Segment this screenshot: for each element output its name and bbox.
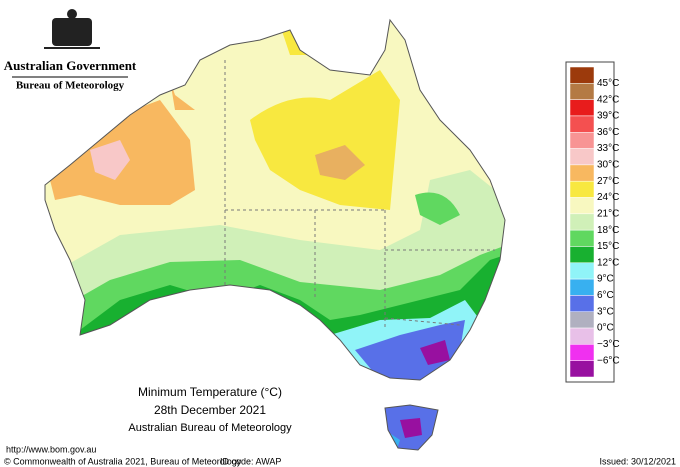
legend-swatch [569,66,595,84]
legend: 45°C 42°C 39°C 36°C 33°C 30°C 27°C 24°C 21°C 18°C… [569,66,620,378]
legend-swatch [569,360,595,378]
legend-label: 30°C [597,160,619,171]
legend-swatch [569,327,595,345]
legend-label: 45°C [597,78,619,89]
legend-swatch [569,344,595,361]
legend-swatch [569,278,595,296]
map-source: Australian Bureau of Meteorology [128,422,292,434]
legend-swatch [569,115,595,133]
legend-label: 42°C [597,94,619,105]
legend-label: 27°C [597,176,619,187]
legend-label: 21°C [597,208,619,219]
legend-swatch [569,164,595,182]
legend-label: 33°C [597,143,619,154]
legend-label: −6°C [597,355,620,366]
footer-issued: Issued: 30/12/2021 [599,456,676,466]
footer-copyright: © Commonwealth of Australia 2021, Bureau… [4,456,242,466]
legend-label: 3°C [597,306,614,317]
tasmania-coast [384,404,439,451]
legend-label: 12°C [597,257,619,268]
gov-name: Australian Government [4,58,137,73]
bureau-name: Bureau of Meteorology [16,80,125,92]
legend-label: 15°C [597,241,619,252]
state-borders [224,60,495,330]
legend-swatch [569,229,595,247]
legend-label: 24°C [597,192,619,203]
legend-label: 9°C [597,274,614,285]
legend-swatch [569,262,595,280]
legend-label: 18°C [597,225,619,236]
legend-label: 6°C [597,290,614,301]
legend-label: −3°C [597,339,620,350]
legend-label: 36°C [597,127,619,138]
legend-swatch [569,246,595,264]
legend-swatch [569,132,595,149]
coat-of-arms [44,9,100,49]
legend-swatch [569,83,595,100]
legend-label: 39°C [597,111,619,122]
tasmania-map [385,405,438,450]
legend-swatch [569,180,595,198]
footer-url: http://www.bom.gov.au [6,444,96,454]
legend-swatch [569,213,595,231]
legend-swatch [569,99,595,117]
legend-swatch [569,148,595,166]
map-date: 28th December 2021 [154,403,266,417]
legend-swatch [569,295,595,312]
legend-swatch [569,197,595,215]
footer-id: ID code: AWAP [220,456,281,466]
map-title: Minimum Temperature (°C) [138,385,282,399]
legend-swatch [569,311,595,329]
legend-label: 0°C [597,323,614,334]
coastline [44,18,506,381]
